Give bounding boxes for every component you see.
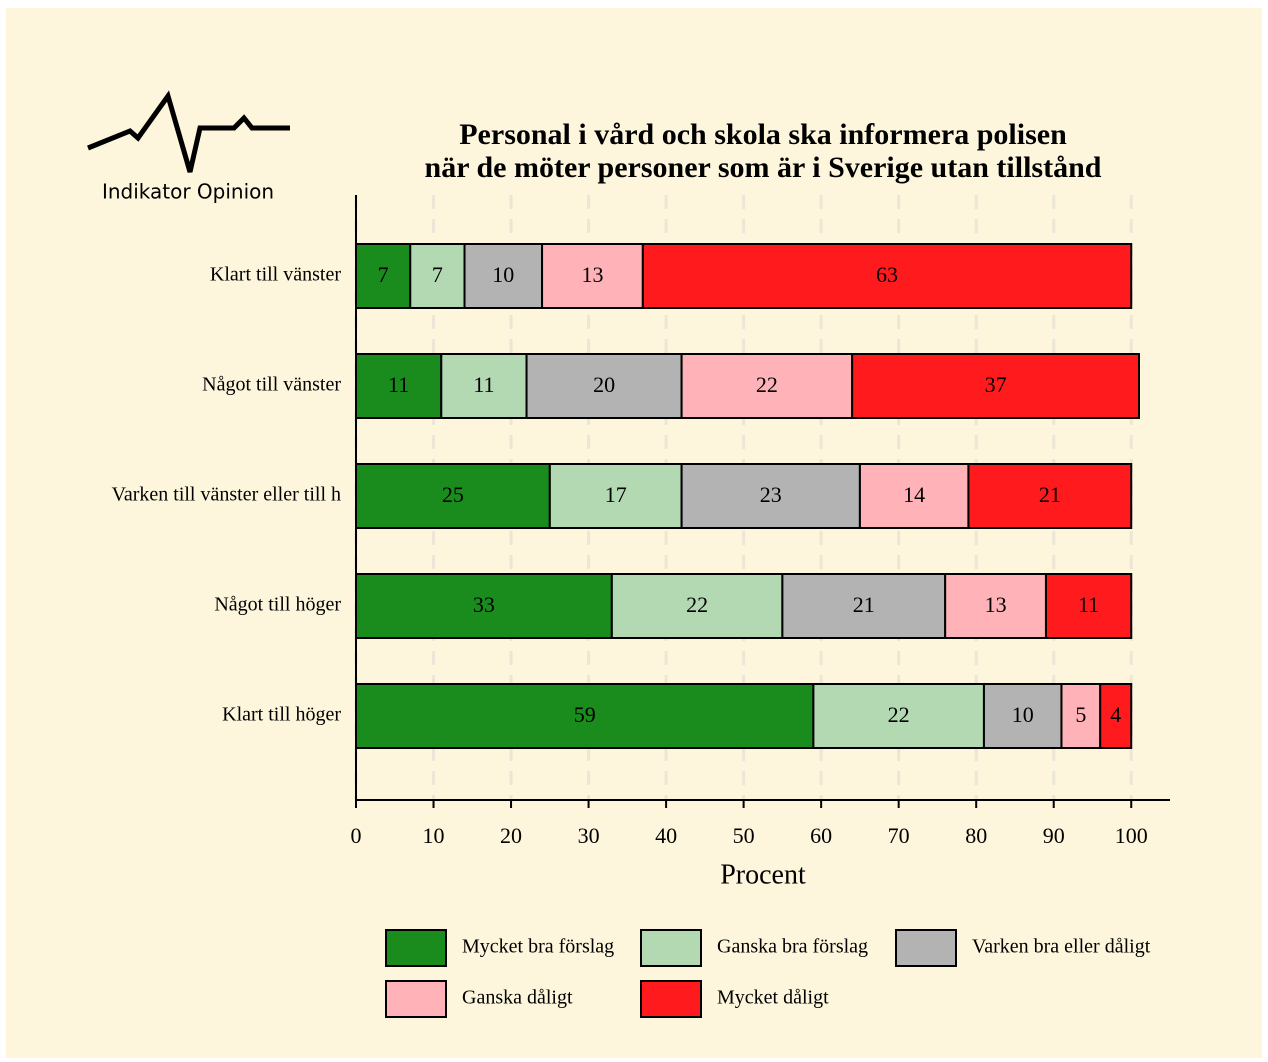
x-axis-label: Procent: [720, 859, 806, 890]
legend-label: Mycket bra förslag: [462, 936, 614, 958]
data-label: 20: [593, 372, 615, 397]
bar-segment: [812, 683, 985, 749]
y-tick-label: Något till vänster: [202, 374, 341, 396]
bar-segment: [680, 463, 861, 529]
legend-swatch: [385, 929, 447, 967]
data-label: 13: [581, 262, 603, 287]
bar-segment: [610, 573, 784, 639]
y-tick-label: Något till höger: [214, 594, 341, 616]
data-label: 63: [876, 262, 898, 287]
logo-text: Indikator Opinion: [102, 180, 274, 204]
legend-swatch: [640, 980, 702, 1018]
legend-label: Ganska dåligt: [462, 987, 573, 1009]
legend-label: Varken bra eller dåligt: [972, 936, 1151, 958]
legend-label: Ganska bra förslag: [717, 936, 868, 958]
x-tick-label: 0: [351, 823, 362, 848]
x-tick-label: 90: [1043, 823, 1065, 848]
data-label: 21: [1039, 482, 1061, 507]
data-label: 13: [985, 592, 1007, 617]
x-tick-label: 70: [888, 823, 910, 848]
data-label: 11: [473, 372, 494, 397]
data-label: 7: [378, 262, 389, 287]
bar-segment: [355, 463, 551, 529]
data-label: 4: [1110, 702, 1121, 727]
bar-segment: [440, 353, 528, 419]
legend-label: Mycket dåligt: [717, 987, 829, 1009]
chart-title: Personal i vård och skola ska informera …: [459, 118, 1067, 151]
bar-segment: [355, 683, 815, 749]
data-label: 10: [1012, 702, 1034, 727]
data-label: 22: [686, 592, 708, 617]
data-label: 11: [388, 372, 409, 397]
bar-segment: [641, 243, 1133, 309]
data-label: 22: [888, 702, 910, 727]
x-tick-label: 40: [655, 823, 677, 848]
data-label: 22: [756, 372, 778, 397]
y-tick-label: Varken till vänster eller till h: [112, 484, 341, 506]
bar-segment: [1060, 683, 1102, 749]
legend-swatch: [385, 980, 447, 1018]
data-label: 21: [853, 592, 875, 617]
y-tick-label: Klart till vänster: [210, 264, 341, 286]
data-label: 17: [605, 482, 627, 507]
data-label: 14: [903, 482, 925, 507]
data-label: 25: [442, 482, 464, 507]
bar-segment: [548, 463, 683, 529]
x-tick-label: 50: [733, 823, 755, 848]
bar-segment: [1044, 573, 1133, 639]
x-tick-label: 20: [500, 823, 522, 848]
bar-segment: [967, 463, 1133, 529]
bar-segment: [944, 573, 1047, 639]
y-tick-label: Klart till höger: [222, 704, 341, 726]
x-tick-label: 60: [810, 823, 832, 848]
bar-segment: [781, 573, 947, 639]
data-label: 11: [1078, 592, 1099, 617]
data-label: 33: [473, 592, 495, 617]
chart-title: när de möter personer som är i Sverige u…: [425, 151, 1102, 184]
bar-segment: [355, 573, 613, 639]
data-label: 59: [574, 702, 596, 727]
logo-mark: [87, 90, 290, 173]
data-label: 10: [492, 262, 514, 287]
bar-segment: [680, 353, 854, 419]
data-label: 7: [432, 262, 443, 287]
data-label: 23: [760, 482, 782, 507]
bar-segment: [1099, 683, 1133, 749]
bar-segment: [355, 243, 412, 309]
x-tick-label: 10: [423, 823, 445, 848]
legend-swatch: [640, 929, 702, 967]
x-tick-label: 30: [578, 823, 600, 848]
legend-swatch: [895, 929, 957, 967]
data-label: 37: [985, 372, 1007, 397]
bar-segment: [851, 353, 1140, 419]
bar-segment: [409, 243, 466, 309]
x-tick-label: 80: [965, 823, 987, 848]
data-label: 5: [1075, 702, 1086, 727]
x-tick-label: 100: [1115, 823, 1148, 848]
